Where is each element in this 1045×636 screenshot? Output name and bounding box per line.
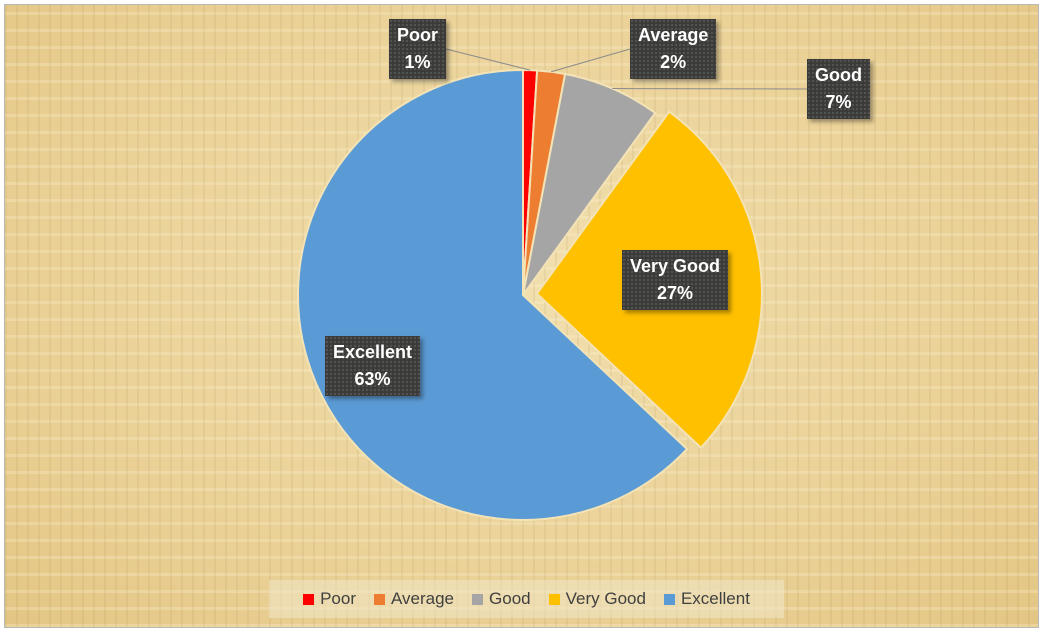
pie-chart [297, 48, 808, 521]
legend: Poor Average Good Very Good Excellent [269, 580, 784, 618]
data-label-average: Average 2% [630, 19, 717, 79]
legend-label: Poor [320, 589, 356, 608]
legend-swatch [472, 593, 484, 605]
legend-label: Good [489, 589, 531, 608]
legend-label: Average [391, 589, 455, 608]
legend-item-excellent: Excellent [663, 589, 750, 609]
legend-item-good: Good [472, 589, 531, 609]
data-label-category: Excellent [333, 342, 413, 362]
data-label-value: 1% [404, 52, 431, 72]
data-label-category: Very Good [630, 256, 721, 276]
data-label-category: Poor [397, 25, 439, 45]
legend-swatch [374, 593, 385, 605]
legend-swatch [303, 593, 315, 605]
legend-label: Very Good [565, 589, 646, 608]
data-label-value: 63% [354, 369, 391, 389]
legend-item-average: Average [374, 589, 454, 609]
leader-line-average [551, 48, 631, 73]
data-label-excellent: Excellent 63% [325, 336, 421, 396]
data-label-category: Good [815, 65, 862, 85]
leader-line-poor [445, 48, 531, 71]
data-label-very-good: Very Good 27% [622, 250, 729, 310]
legend-label: Excellent [680, 589, 750, 608]
data-label-category: Average [638, 25, 709, 45]
legend-item-very-good: Very Good [548, 589, 646, 609]
legend-swatch [663, 593, 675, 605]
chart-area: Poor 1% Average 2% Good 7% Very Good 27%… [4, 4, 1039, 628]
data-label-good: Good 7% [807, 59, 870, 119]
legend-swatch [548, 593, 560, 605]
legend-item-poor: Poor [303, 589, 356, 609]
data-label-poor: Poor 1% [389, 19, 447, 79]
data-label-value: 2% [660, 52, 687, 72]
pie-slice-excellent [297, 68, 689, 521]
data-label-value: 7% [825, 92, 852, 112]
data-label-value: 27% [657, 283, 694, 303]
